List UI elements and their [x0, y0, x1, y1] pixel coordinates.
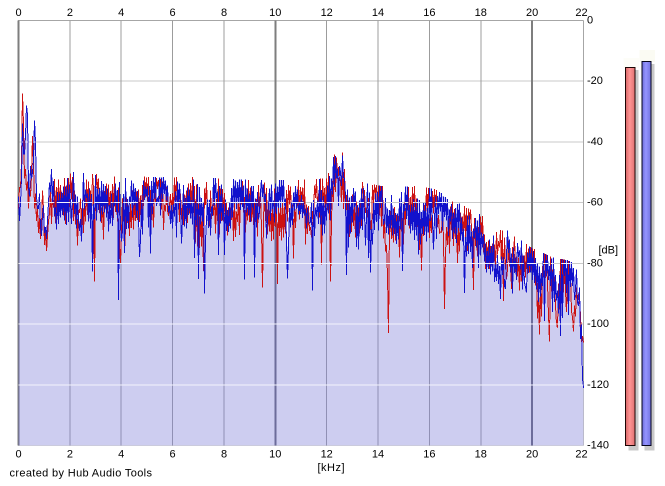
svg-text:10: 10 [269, 7, 281, 19]
svg-text:6: 6 [170, 449, 176, 461]
svg-text:12: 12 [321, 449, 333, 461]
svg-text:14: 14 [372, 7, 384, 19]
svg-text:0: 0 [15, 7, 21, 19]
svg-text:10: 10 [269, 449, 281, 461]
svg-text:0: 0 [15, 449, 21, 461]
svg-text:0: 0 [587, 15, 593, 27]
svg-text:14: 14 [372, 449, 384, 461]
svg-text:8: 8 [221, 7, 227, 19]
svg-text:4: 4 [118, 449, 124, 461]
svg-text:-100: -100 [587, 318, 609, 330]
svg-text:16: 16 [423, 449, 435, 461]
svg-text:-140: -140 [587, 440, 609, 452]
svg-text:4: 4 [118, 7, 124, 19]
svg-text:-40: -40 [587, 136, 603, 148]
svg-text:2: 2 [67, 7, 73, 19]
svg-text:22: 22 [575, 7, 587, 19]
svg-text:18: 18 [475, 449, 487, 461]
svg-text:-20: -20 [587, 75, 603, 87]
svg-text:16: 16 [423, 7, 435, 19]
svg-text:-80: -80 [587, 257, 603, 269]
svg-text:22: 22 [575, 449, 587, 461]
svg-text:18: 18 [475, 7, 487, 19]
svg-text:[dB]: [dB] [599, 245, 619, 257]
svg-text:20: 20 [526, 7, 538, 19]
svg-text:8: 8 [221, 449, 227, 461]
svg-text:12: 12 [321, 7, 333, 19]
svg-text:-60: -60 [587, 197, 603, 209]
svg-text:2: 2 [67, 449, 73, 461]
svg-text:-120: -120 [587, 379, 609, 391]
svg-text:created by Hub Audio Tools: created by Hub Audio Tools [10, 468, 153, 480]
svg-text:[kHz]: [kHz] [318, 462, 346, 474]
svg-text:20: 20 [526, 449, 538, 461]
svg-text:6: 6 [170, 7, 176, 19]
